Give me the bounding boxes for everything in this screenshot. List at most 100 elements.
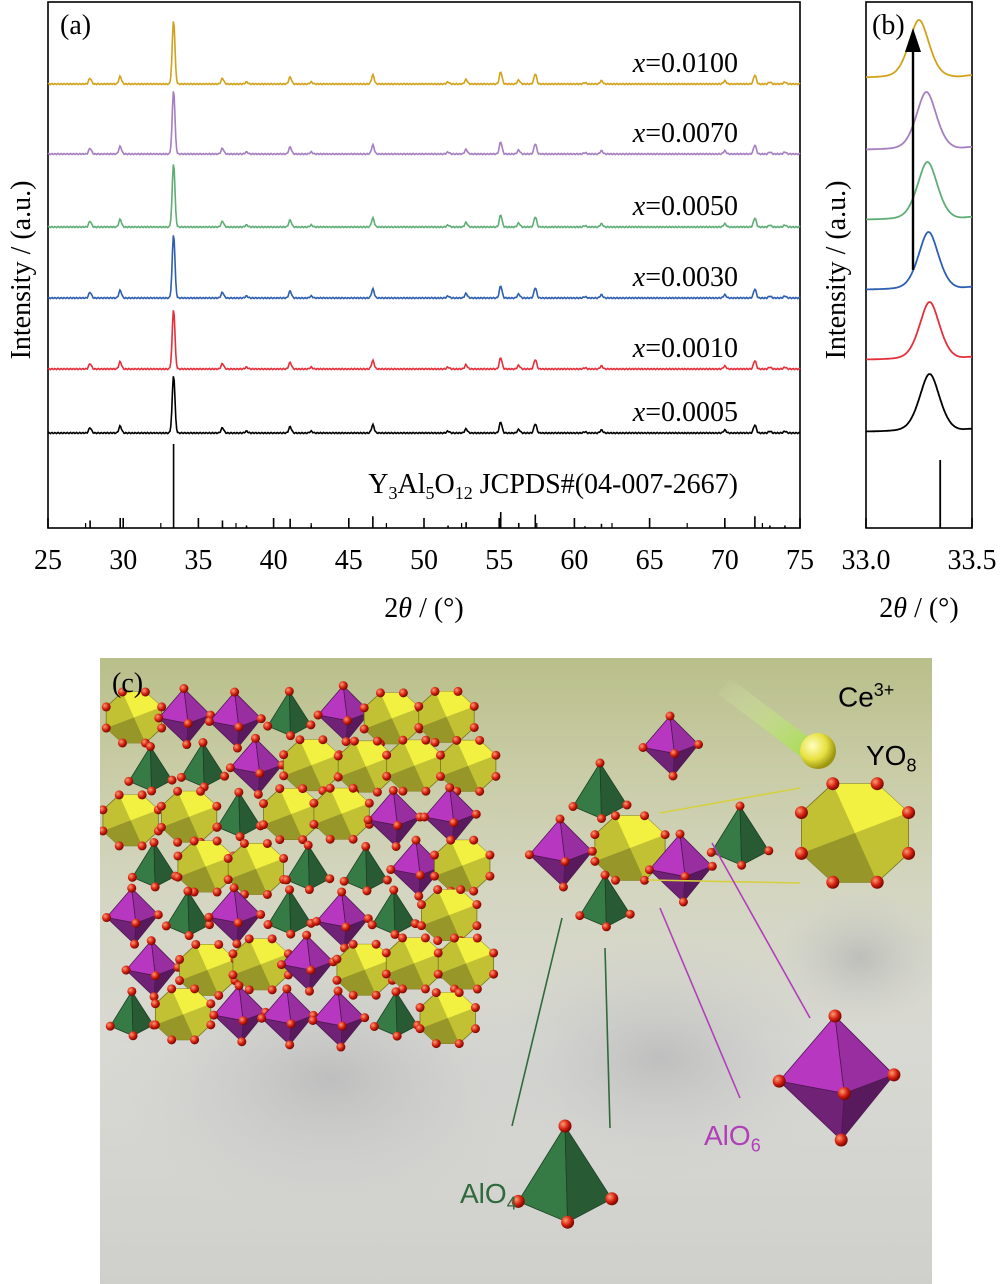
oxygen-atom: [367, 920, 377, 930]
oxygen-atom: [117, 687, 127, 697]
oxygen-atom: [391, 841, 401, 851]
connector-line: [604, 947, 611, 1129]
oxygen-atom: [735, 801, 745, 811]
oxygen-atom: [454, 988, 464, 998]
yo8-polyhedron: [150, 984, 216, 1045]
oxygen-atom: [298, 784, 308, 794]
oxygen-atom: [511, 1194, 525, 1208]
zoom-trace-0.0030: [866, 231, 973, 291]
oxygen-atom: [256, 909, 266, 919]
oxygen-atom: [471, 809, 481, 819]
oxygen-atom: [416, 921, 426, 931]
oxygen-atom: [590, 856, 600, 866]
oxygen-atom: [149, 992, 159, 1002]
oxygen-atom: [176, 772, 186, 782]
oxygen-atom: [675, 829, 685, 839]
oxygen-atom: [257, 1013, 267, 1023]
alo6-octahedron: [209, 981, 271, 1047]
oxygen-atom: [279, 750, 289, 760]
oxygen-atom: [348, 783, 358, 793]
oxygen-atom: [214, 990, 224, 1000]
oxygen-atom: [286, 1019, 296, 1029]
oxygen-atom: [834, 1133, 848, 1147]
yo8-polyhedron: [414, 686, 479, 747]
xrd-trace-0.0010: [47, 310, 801, 371]
oxygen-atom: [259, 799, 269, 809]
yo8-polyhedron: [223, 838, 289, 899]
oxygen-atom: [707, 861, 717, 871]
oxygen-atom: [332, 975, 342, 985]
oxygen-atom: [764, 846, 774, 856]
panel-b-frame: [865, 1, 973, 529]
oxygen-atom: [295, 735, 305, 745]
oxygen-atom: [337, 1021, 347, 1031]
oxygen-atom: [285, 885, 295, 895]
oxygen-atom: [411, 835, 421, 845]
oxygen-atom: [421, 735, 431, 745]
oxygen-atom: [558, 1119, 572, 1133]
oxygen-atom: [362, 886, 372, 896]
oxygen-atom: [212, 887, 222, 897]
alo4-tetrahedron: [176, 738, 230, 792]
ce-glow-streak: [718, 678, 812, 756]
yo8-polyhedron: [173, 836, 238, 897]
series-label-0.0005: x=0.0005: [632, 397, 738, 428]
panel-a-ylabel: Intensity / (a.u.): [6, 181, 37, 360]
alo6-octahedron: [638, 711, 703, 781]
oxygen-atom: [397, 933, 407, 943]
xrd-trace-0.0050: [47, 164, 801, 229]
connector-line: [511, 917, 563, 1127]
oxygen-atom: [491, 750, 501, 760]
oxygen-atom: [489, 948, 499, 958]
oxygen-atom: [233, 918, 243, 928]
oxygen-atom: [204, 920, 214, 930]
oxygen-atom: [102, 913, 112, 923]
oxygen-atom: [100, 826, 108, 836]
yo8-polyhedron: [101, 687, 167, 748]
yo8-polyhedron: [333, 736, 399, 797]
oxygen-atom: [131, 918, 141, 928]
alo4-tetrahedron: [706, 801, 774, 870]
oxygen-atom: [279, 771, 289, 781]
alo4-label: AlO4: [460, 1178, 517, 1214]
yo8-polyhedron: [359, 688, 425, 749]
x-tick-label: 35: [184, 545, 212, 576]
connector-line: [647, 879, 801, 884]
oxygen-atom: [610, 811, 620, 821]
alo6-octahedron: [276, 930, 338, 996]
alo4-tetrahedron: [367, 885, 420, 939]
oxygen-atom: [279, 853, 289, 863]
x-tick-label: 25: [34, 545, 62, 576]
x-tick-label: 60: [560, 545, 588, 576]
oxygen-atom: [286, 929, 296, 939]
oxygen-atom: [600, 870, 610, 880]
oxygen-atom: [121, 965, 131, 975]
oxygen-atom: [706, 847, 716, 857]
oxygen-atom: [421, 786, 431, 796]
series-label-0.0030: x=0.0030: [632, 262, 738, 293]
oxygen-atom: [382, 771, 392, 781]
zoom-trace-0.0050: [866, 161, 972, 221]
x-tick-label: 55: [485, 545, 513, 576]
oxygen-atom: [449, 818, 459, 828]
oxygen-atom: [794, 846, 808, 860]
oxygen-atom: [561, 1215, 575, 1229]
oxygen-atom: [147, 786, 157, 796]
oxygen-atom: [587, 846, 597, 856]
oxygen-atom: [429, 850, 439, 860]
oxygen-atom: [225, 763, 235, 773]
alo6-label: AlO6: [704, 1120, 761, 1156]
yo8-polyhedron: [381, 933, 447, 994]
alo4-tetrahedron: [263, 686, 316, 741]
oxygen-atom: [128, 1031, 138, 1041]
oxygen-atom: [794, 806, 808, 820]
xrd-trace-0.0030: [47, 235, 801, 300]
oxygen-atom: [678, 897, 688, 907]
oxygen-atom: [153, 910, 163, 920]
zoom-trace-0.0005: [865, 373, 972, 433]
panel-a-label: (a): [60, 10, 91, 41]
oxygen-atom: [489, 969, 499, 979]
oxygen-atom: [415, 870, 425, 880]
fragment-shadow: [460, 938, 860, 1178]
oxygen-atom: [209, 1010, 219, 1020]
